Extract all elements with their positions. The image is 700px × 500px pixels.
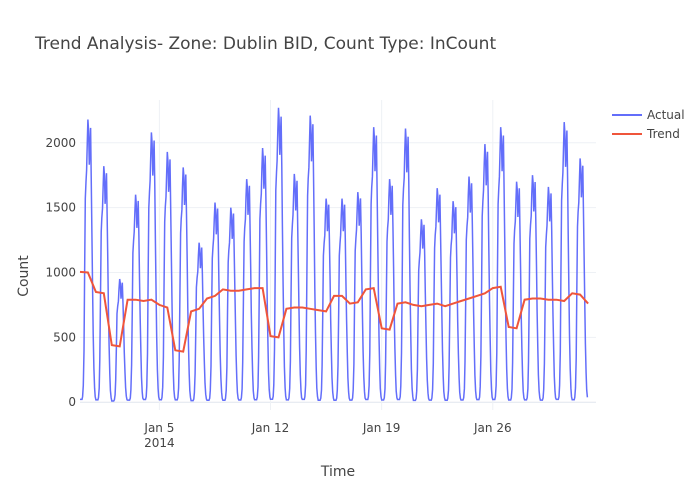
legend-label-actual: Actual bbox=[647, 108, 685, 122]
actual-series-line bbox=[80, 107, 589, 402]
y-tick-label: 1000 bbox=[45, 266, 76, 280]
x-tick-label: Jan 12 bbox=[251, 421, 290, 435]
y-axis-title: Count bbox=[16, 255, 32, 297]
y-tick-label: 1500 bbox=[45, 201, 76, 215]
legend-label-trend: Trend bbox=[646, 127, 680, 141]
x-tick-label: Jan 5 bbox=[143, 421, 174, 435]
y-tick-label: 0 bbox=[68, 395, 76, 409]
x-tick-label: Jan 26 bbox=[473, 421, 512, 435]
y-tick-label: 2000 bbox=[45, 136, 76, 150]
y-tick-label: 500 bbox=[53, 330, 76, 344]
legend: Actual Trend bbox=[612, 108, 685, 141]
plot-area bbox=[79, 107, 589, 402]
y-axis-ticks: 0 500 1000 1500 2000 bbox=[45, 136, 76, 409]
x-axis-title: Time bbox=[320, 464, 355, 480]
x-tick-sublabel: 2014 bbox=[144, 436, 175, 450]
chart-title: Trend Analysis- Zone: Dublin BID, Count … bbox=[35, 34, 497, 54]
trend-series-line bbox=[79, 270, 589, 353]
x-tick-label: Jan 19 bbox=[362, 421, 401, 435]
